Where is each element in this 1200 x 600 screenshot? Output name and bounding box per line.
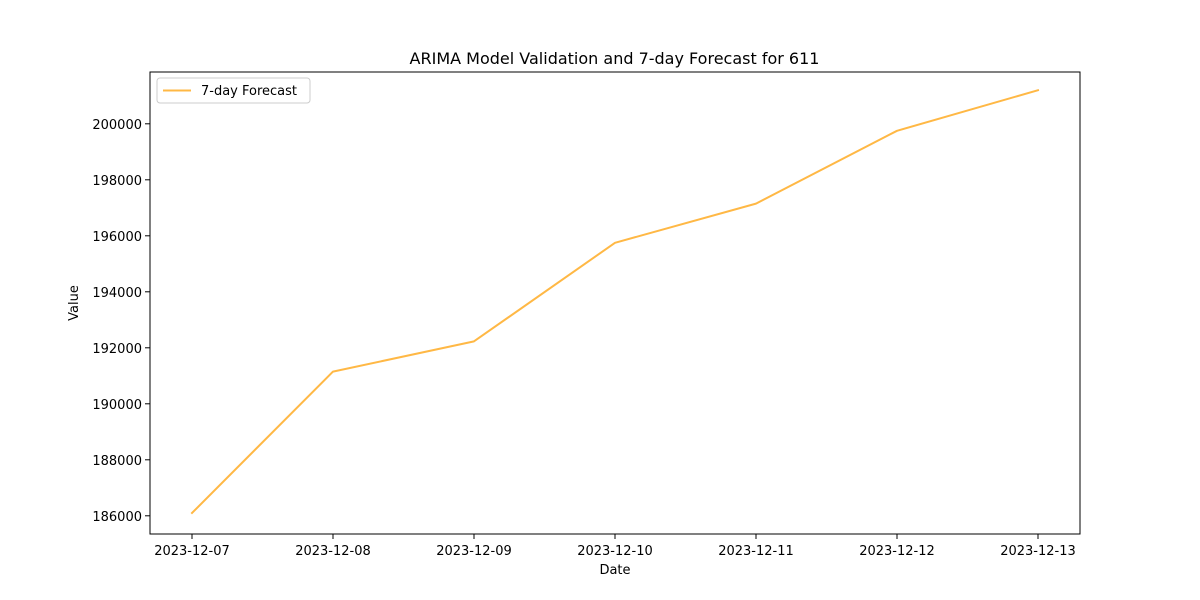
y-tick-label: 186000 [92,510,142,525]
x-tick-label: 2023-12-12 [859,544,935,559]
x-tick-label: 2023-12-07 [154,544,230,559]
legend-box [156,77,311,104]
y-tick-label: 198000 [92,174,142,189]
y-tick-label: 188000 [92,454,142,469]
y-tick-label: 200000 [92,118,142,133]
x-tick-label: 2023-12-09 [436,544,512,559]
chart-title: ARIMA Model Validation and 7-day Forecas… [410,49,820,68]
y-tick-label: 194000 [92,286,142,301]
plot-area-frame [149,71,1081,535]
series-line-forecast [190,88,1040,515]
x-tick-label: 2023-12-13 [1000,544,1076,559]
x-tick-label: 2023-12-10 [577,544,653,559]
y-tick-label: 196000 [92,230,142,245]
y-axis-label: Value [67,285,82,321]
legend: 7-day Forecast [156,77,311,104]
x-axis-ticks: 2023-12-07 2023-12-08 2023-12-09 2023-12-10… [154,534,1076,559]
series-layer [190,88,1040,515]
y-tick-label: 192000 [92,342,142,357]
y-axis-ticks: 186000 188000 190000 192000 194000 196000 1980… [92,118,150,525]
x-tick-label: 2023-12-08 [295,544,371,559]
x-axis-label: Date [599,563,630,578]
y-tick-label: 190000 [92,398,142,413]
legend-label: 7-day Forecast [201,84,297,99]
x-tick-label: 2023-12-11 [718,544,794,559]
